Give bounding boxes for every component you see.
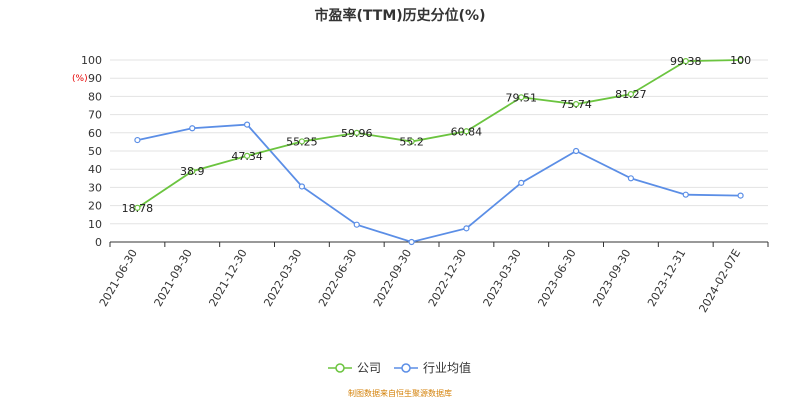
y-tick-label: 70 xyxy=(88,109,102,122)
data-point-industry-average xyxy=(737,192,744,199)
x-tick-label: 2021-09-30 xyxy=(152,247,195,309)
data-point-company xyxy=(627,90,635,98)
y-tick-label: 80 xyxy=(88,90,102,103)
source-note: 制图数据来自恒生聚源数据库 xyxy=(348,388,452,398)
data-label-company: 47.34 xyxy=(231,150,263,163)
data-label-company: 55.25 xyxy=(286,135,318,148)
x-tick-label: 2022-12-30 xyxy=(426,247,469,309)
x-tick-label: 2022-06-30 xyxy=(316,247,359,309)
data-point-industry-average xyxy=(408,238,415,246)
series-line-industry-average xyxy=(137,123,741,243)
data-point-company xyxy=(189,168,196,175)
data-point-industry-average xyxy=(134,136,141,144)
data-point-company xyxy=(572,101,580,108)
y-tick-label: 50 xyxy=(88,145,102,158)
x-tick-label: 2021-06-30 xyxy=(97,247,140,309)
x-tick-label: 2023-06-30 xyxy=(535,247,578,309)
data-label-company: 99.38 xyxy=(670,55,702,68)
x-tick-label: 2022-03-30 xyxy=(261,247,304,309)
y-tick-label: 60 xyxy=(88,127,102,140)
data-point-company xyxy=(463,128,470,135)
y-tick-label: 0 xyxy=(95,236,102,249)
chart-title: 市盈率(TTM)历史分位(%) xyxy=(315,7,486,24)
data-point-industry-average xyxy=(518,179,525,186)
data-point-industry-average xyxy=(243,121,251,128)
data-point-industry-average xyxy=(572,147,580,155)
data-point-company xyxy=(518,94,525,101)
x-tick-label: 2023-09-30 xyxy=(590,247,633,309)
data-label-company: 60.84 xyxy=(451,125,483,138)
data-point-company xyxy=(408,138,415,145)
gridlines xyxy=(110,59,768,225)
x-tick-label: 2021-12-30 xyxy=(206,247,249,309)
x-tick-label: 2023-12-31 xyxy=(645,247,688,309)
data-point-company xyxy=(243,152,251,159)
data-point-industry-average xyxy=(627,175,635,182)
x-tick-label: 2024-02-07E xyxy=(696,247,743,315)
legend-item-industry-average[interactable]: 行业均值 xyxy=(394,360,471,375)
series-line-company xyxy=(136,59,741,209)
y-tick-label: 30 xyxy=(88,181,102,194)
data-point-company xyxy=(134,204,141,211)
data-point-company xyxy=(682,58,689,65)
data-point-industry-average xyxy=(463,225,470,232)
x-tick-label: 2022-09-30 xyxy=(371,247,414,309)
data-label-company: 79.51 xyxy=(506,91,538,104)
data-point-industry-average xyxy=(682,191,689,198)
legend-label-industry-average: 行业均值 xyxy=(423,360,471,375)
x-tick-label: 2023-03-30 xyxy=(481,247,524,309)
data-point-industry-average xyxy=(298,183,306,190)
data-label-company: 38.9 xyxy=(180,165,205,178)
y-tick-label: 40 xyxy=(88,163,102,176)
y-axis-ticks: 0 10 20 30 40 50 60 70 80 90 100 xyxy=(81,54,102,249)
y-axis-label: (%) xyxy=(72,74,88,84)
data-label-company: 81.27 xyxy=(615,88,647,101)
y-tick-label: 20 xyxy=(88,200,102,213)
data-label-company: 100 xyxy=(730,54,751,67)
legend: 公司 行业均值 xyxy=(328,360,471,375)
data-label-company: 55.2 xyxy=(399,136,424,149)
data-label-company: 59.96 xyxy=(341,127,373,140)
x-axis-ticks: 2021-06-30 2021-09-30 2021-12-30 2022-03-30… xyxy=(97,247,743,315)
data-point-company xyxy=(353,129,360,136)
data-label-company: 18.78 xyxy=(122,202,154,215)
data-point-industry-average xyxy=(189,125,196,132)
data-point-company xyxy=(737,56,744,64)
legend-item-company[interactable]: 公司 xyxy=(328,361,381,375)
y-tick-label: 10 xyxy=(88,218,102,231)
data-point-company xyxy=(298,138,306,145)
series-layer: 18.78 38.9 47.34 55.25 59.96 55.2 60.84 79.51 75… xyxy=(122,54,751,246)
data-point-industry-average xyxy=(353,221,360,228)
y-tick-label: 100 xyxy=(81,54,102,67)
y-tick-label: 90 xyxy=(88,72,102,85)
data-label-company: 75.74 xyxy=(560,98,592,111)
legend-label-company: 公司 xyxy=(357,361,381,375)
axes xyxy=(109,241,769,247)
